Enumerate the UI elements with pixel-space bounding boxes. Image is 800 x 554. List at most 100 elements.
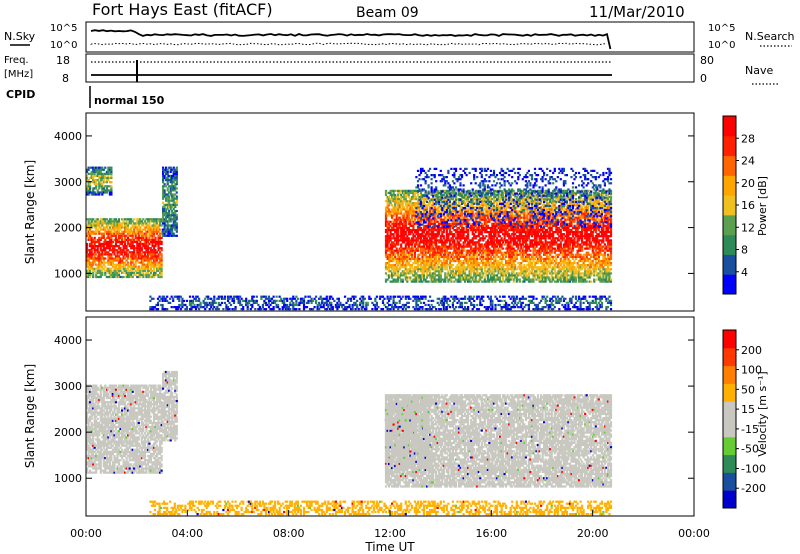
- power-cell: [98, 174, 101, 178]
- power-cell: [407, 255, 410, 258]
- power-cell: [467, 189, 470, 192]
- power-cell: [483, 202, 486, 205]
- power-cell: [124, 242, 127, 246]
- power-cell: [464, 208, 467, 211]
- power-cell: [400, 229, 403, 232]
- power-cell: [214, 308, 217, 311]
- power-cell: [391, 193, 394, 197]
- power-cell: [456, 220, 459, 223]
- power-cell: [460, 306, 464, 309]
- power-cell: [95, 187, 98, 190]
- power-cell: [509, 297, 512, 300]
- power-cell: [480, 229, 483, 232]
- power-cell: [171, 224, 174, 227]
- power-cell: [96, 224, 99, 227]
- nsky-label: N.Sky: [4, 30, 36, 43]
- power-cell: [102, 267, 105, 270]
- power-cell: [205, 295, 208, 298]
- power-cell: [87, 166, 90, 169]
- power-cell: [164, 299, 167, 302]
- power-cell: [413, 278, 416, 281]
- power-cell: [146, 269, 149, 272]
- power-cell: [491, 257, 494, 260]
- power-cell: [104, 273, 107, 277]
- power-cell: [416, 253, 420, 256]
- power-cell: [409, 257, 412, 260]
- power-cell: [142, 242, 145, 246]
- power-cell: [133, 273, 136, 277]
- power-cell: [415, 297, 418, 300]
- power-cell: [470, 247, 473, 250]
- power-cell: [456, 247, 459, 250]
- power-cell: [465, 229, 468, 232]
- power-cell: [429, 200, 432, 203]
- power-cell: [464, 276, 467, 279]
- power-cell: [95, 253, 98, 256]
- power-cell: [456, 235, 459, 238]
- power-cell: [322, 303, 325, 307]
- power-cell: [462, 247, 465, 250]
- power-cell: [101, 224, 104, 227]
- power-cell: [165, 207, 168, 211]
- power-cell: [107, 242, 110, 246]
- power-cell: [448, 224, 451, 227]
- power-cell: [482, 239, 485, 242]
- power-cell: [92, 181, 95, 184]
- power-cell: [86, 245, 89, 248]
- power-cell: [404, 255, 407, 258]
- power-cell: [491, 301, 494, 304]
- power-cell: [419, 266, 423, 269]
- power-cell: [196, 295, 199, 298]
- power-cell: [422, 206, 426, 209]
- power-cell: [125, 247, 128, 250]
- power-cell: [445, 301, 448, 304]
- power-cell: [424, 278, 427, 281]
- power-cell: [459, 245, 462, 248]
- power-cell: [468, 208, 471, 211]
- power-cell: [438, 224, 441, 227]
- power-cell: [92, 176, 95, 180]
- power-cell: [418, 278, 421, 281]
- power-cell: [419, 280, 423, 283]
- power-cell: [512, 299, 515, 302]
- power-cell: [471, 224, 474, 227]
- power-cell: [415, 202, 418, 205]
- power-cell: [139, 218, 142, 221]
- power-cell: [136, 230, 139, 233]
- power-cell: [398, 212, 401, 215]
- power-cell: [451, 216, 454, 219]
- power-cell: [159, 228, 162, 231]
- power-cell: [406, 216, 409, 219]
- power-cell: [359, 301, 362, 304]
- power-cell: [90, 245, 93, 248]
- power-cell: [107, 236, 110, 239]
- power-cell: [439, 259, 442, 263]
- power-cell: [486, 308, 489, 311]
- power-cell: [404, 210, 407, 213]
- power-cell: [99, 174, 102, 178]
- power-cell: [421, 266, 424, 269]
- power-cell: [479, 255, 482, 258]
- power-cell: [389, 303, 392, 307]
- power-cell: [172, 222, 175, 225]
- power-cell: [92, 179, 95, 182]
- power-cell: [90, 230, 93, 233]
- power-cell: [456, 280, 459, 283]
- power-cell: [410, 218, 413, 221]
- power-cell: [447, 237, 450, 240]
- power-cell: [450, 253, 453, 256]
- power-cell: [453, 241, 456, 244]
- power-cell: [389, 220, 392, 223]
- power-cell: [105, 251, 108, 254]
- power-cell: [384, 272, 388, 275]
- power-cell: [470, 270, 473, 273]
- power-cell: [165, 230, 168, 233]
- power-cell: [157, 224, 160, 227]
- power-cell: [394, 245, 397, 248]
- power-cell: [270, 301, 274, 304]
- power-cell: [111, 234, 114, 237]
- power-cell: [149, 218, 152, 221]
- power-cell: [139, 247, 142, 250]
- power-cell: [384, 268, 388, 271]
- power-cell: [489, 233, 492, 236]
